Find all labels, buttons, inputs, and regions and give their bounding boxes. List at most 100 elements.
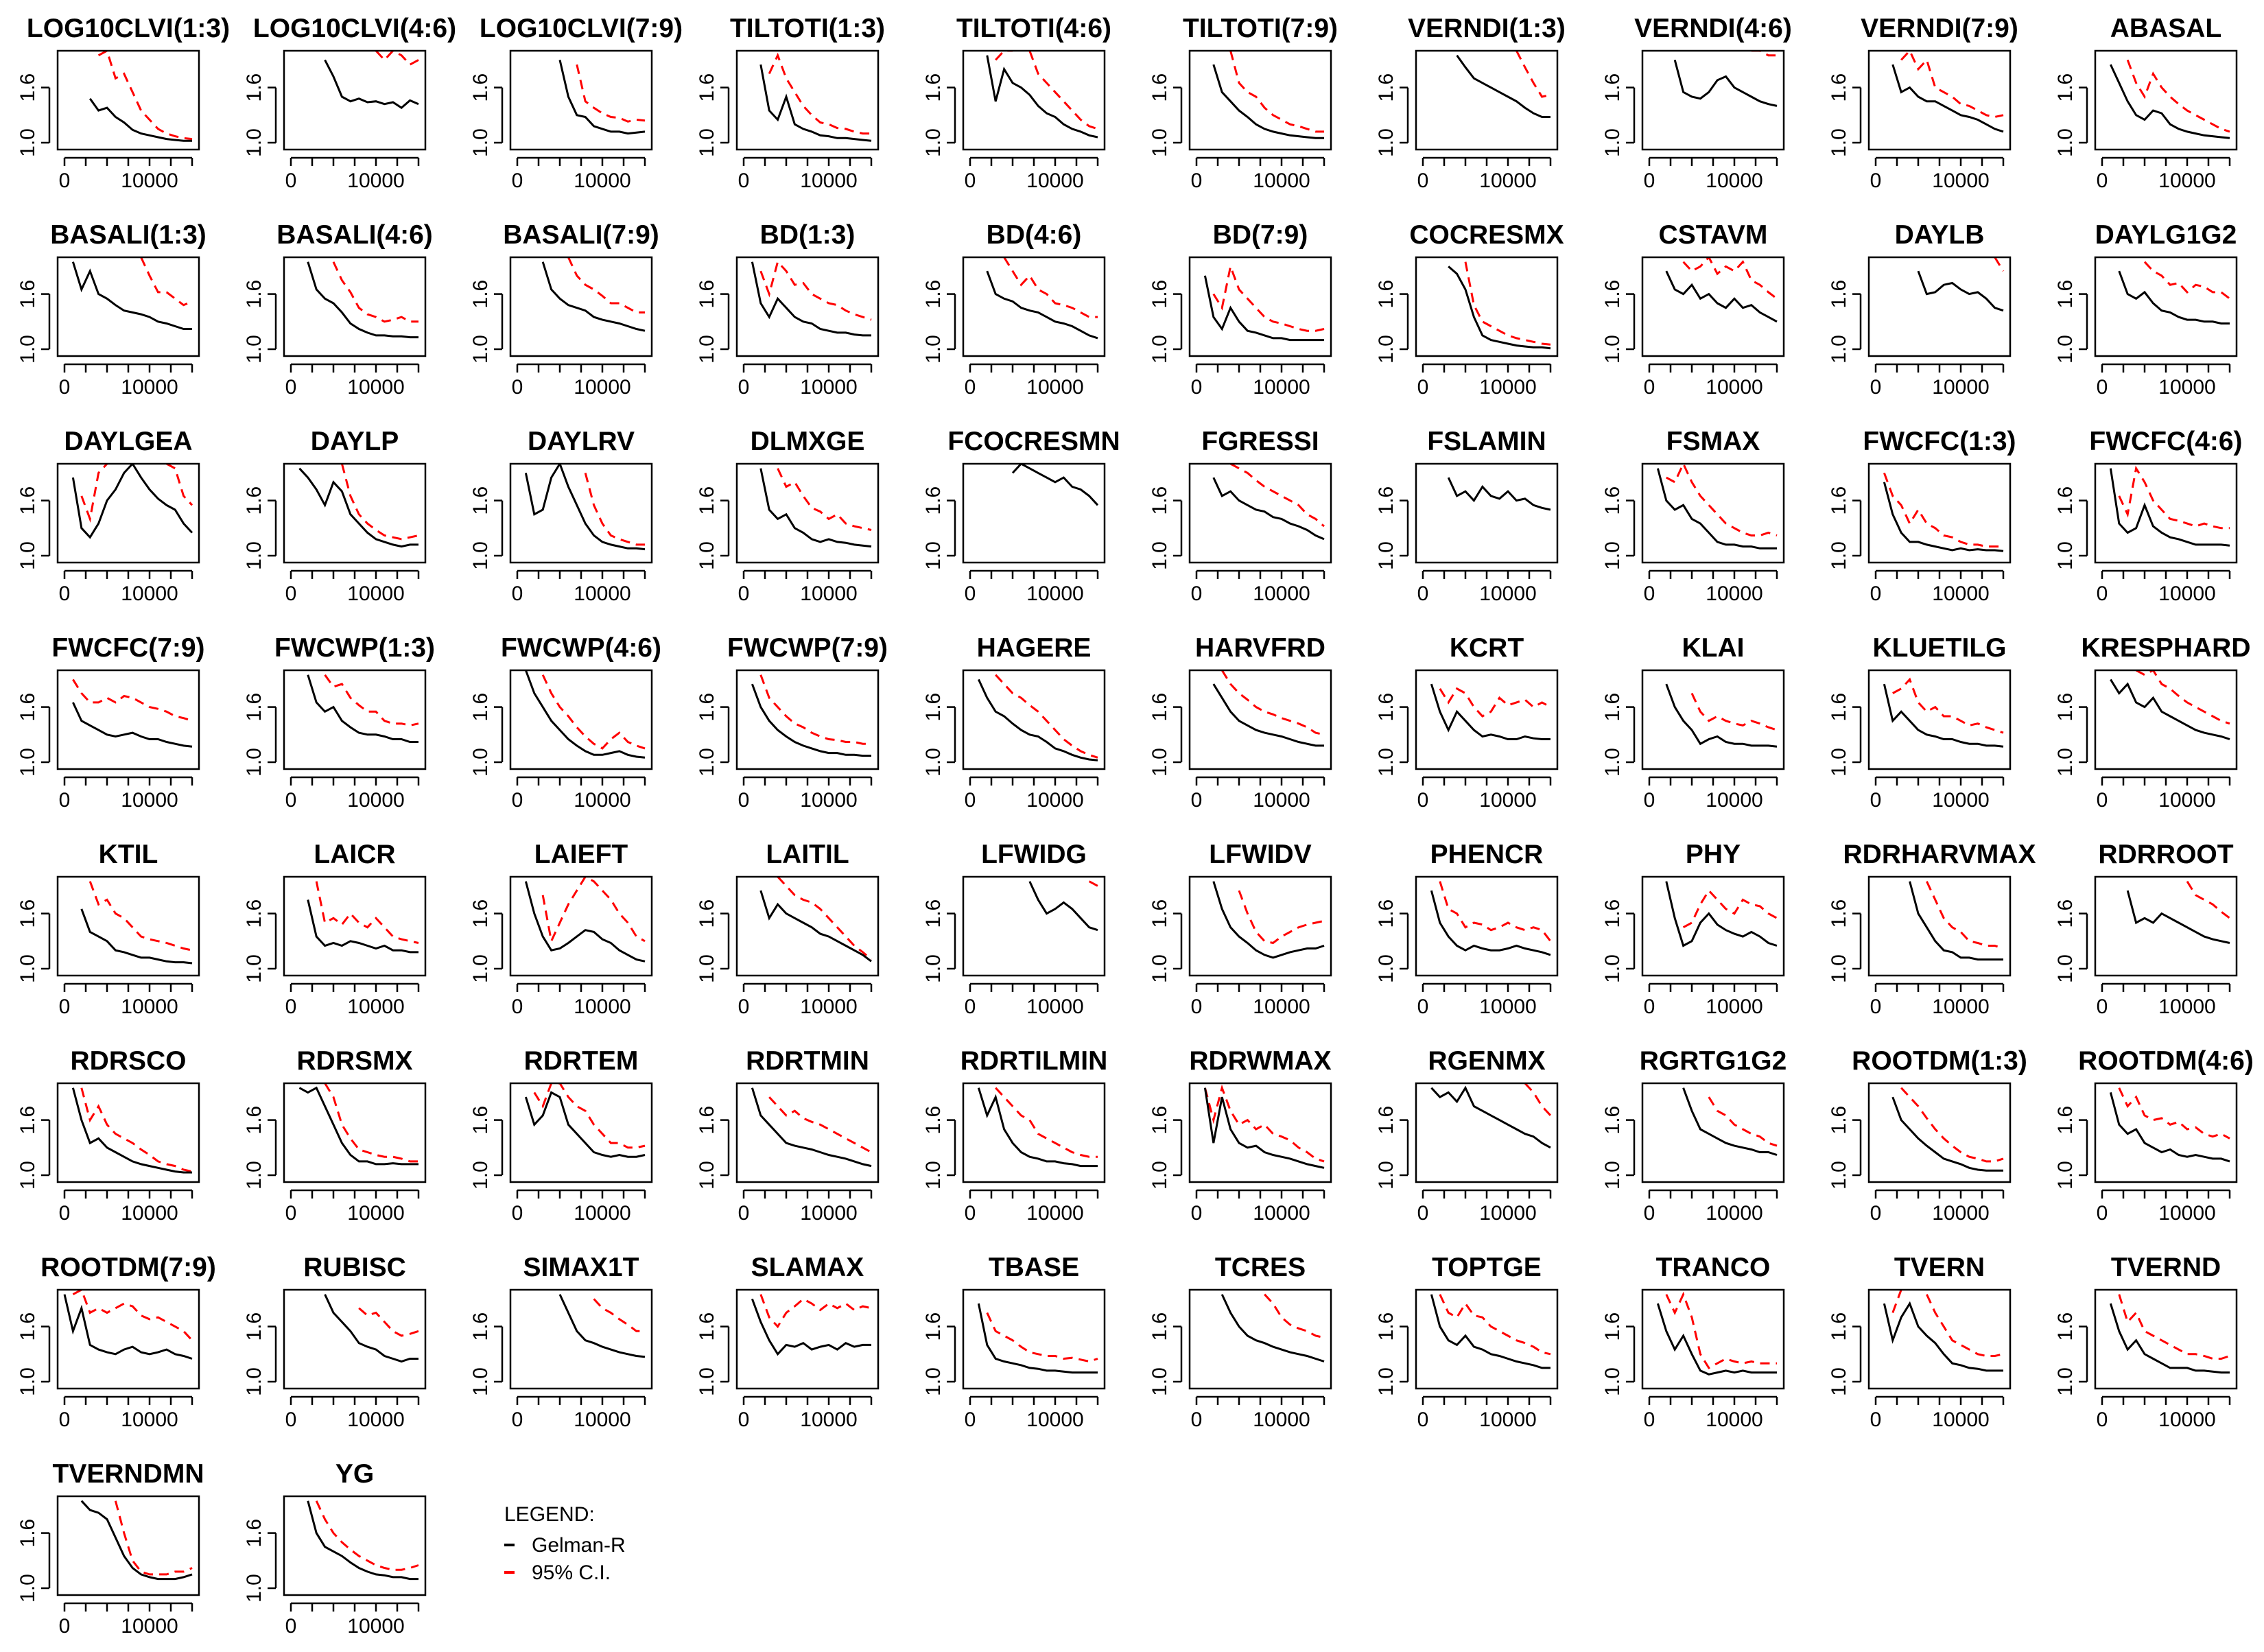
ci-line (315, 881, 419, 944)
plot-frame (509, 49, 653, 151)
plot-frame (962, 669, 1106, 770)
y-tick-label: 1.6 (469, 1312, 492, 1341)
y-tick-label: 1.6 (1375, 693, 1398, 722)
y-tick-label: 1.6 (2054, 1106, 2077, 1135)
y-tick-label: 1.0 (243, 1574, 266, 1603)
x-tick-label: 10000 (347, 995, 404, 1018)
gelman-r-line (751, 261, 871, 337)
panel-plot: RDRTILMIN 0 10000 1.0 1.6 (922, 1046, 1107, 1225)
x-tick-label: 0 (1870, 1408, 1882, 1431)
y-tick-label: 1.0 (696, 748, 718, 777)
plot-frame (283, 875, 427, 977)
x-tick-label: 0 (59, 1202, 71, 1225)
panel-rootdm-7-9: ROOTDM(7:9) 0 10000 1.0 1.6 (0, 1239, 226, 1446)
x-tick-label: 10000 (1026, 376, 1083, 399)
x-tick-label: 10000 (1932, 1202, 1989, 1225)
y-tick-label: 1.0 (243, 541, 266, 570)
panel-verndi-4-6: VERNDI(4:6) 0 10000 1.0 1.6 (1585, 0, 1811, 206)
plot-frame (509, 462, 653, 564)
panel-plot: RDRTMIN 0 10000 1.0 1.6 (696, 1046, 880, 1225)
y-tick-label: 1.6 (1148, 693, 1171, 722)
panel-tvern: TVERN 0 10000 1.0 1.6 (1811, 1239, 2038, 1446)
plot-frame (1188, 49, 1332, 151)
panel-title: LOG10CLVI(4:6) (253, 14, 456, 43)
panel-plot: RDRSCO 0 10000 1.0 1.6 (16, 1046, 200, 1225)
panel-title: FWCWP(1:3) (274, 633, 435, 663)
plot-frame (509, 875, 653, 977)
plot-frame (1415, 875, 1559, 977)
panel-plot: RDRHARVMAX 0 10000 1.0 1.6 (1828, 840, 2036, 1018)
y-tick-label: 1.0 (2054, 335, 2077, 364)
panel-title: TILTOTI(1:3) (730, 14, 885, 43)
panel-plot: BD(1:3) 0 10000 1.0 1.6 (696, 220, 880, 399)
gelman-r-line (324, 1294, 418, 1363)
gelman-r-line (1883, 1301, 2003, 1372)
panel-fgressi: FGRESSI 0 10000 1.0 1.6 (1132, 413, 1358, 620)
panel-title: BD(7:9) (1213, 220, 1308, 250)
gelman-r-line (71, 261, 192, 330)
y-tick-label: 1.0 (16, 1574, 39, 1603)
gelman-r-line (1212, 477, 1325, 541)
panel-title: DAYLRV (528, 427, 635, 456)
y-tick-label: 1.0 (1148, 748, 1171, 777)
y-tick-label: 1.6 (2054, 693, 2077, 722)
ci-line (2118, 1294, 2230, 1360)
x-tick-label: 0 (1191, 376, 1203, 399)
x-tick-label: 0 (285, 582, 297, 605)
x-tick-label: 0 (1870, 582, 1882, 605)
y-tick-label: 1.6 (696, 693, 718, 722)
x-tick-label: 10000 (574, 169, 630, 192)
ci-line (576, 64, 646, 123)
x-tick-label: 0 (1417, 1408, 1429, 1431)
panel-title: DLMXGE (751, 427, 865, 456)
legend-entry: Gelman-R (532, 1534, 626, 1557)
ci-line (768, 1096, 872, 1153)
plot-frame (962, 1082, 1106, 1183)
gelman-r-line (751, 683, 871, 757)
ci-line (1439, 687, 1551, 718)
x-tick-label: 0 (1644, 995, 1655, 1018)
ci-line (541, 674, 646, 750)
y-tick-label: 1.0 (696, 1367, 718, 1396)
legend-title: LEGEND: (504, 1503, 595, 1526)
y-tick-label: 1.6 (922, 73, 945, 102)
panel-rgrtg1g2: RGRTG1G2 0 10000 1.0 1.6 (1585, 1032, 1811, 1239)
ci-line (114, 1500, 193, 1576)
panel-title: KCRT (1450, 633, 1524, 663)
panel-plot: BASALI(1:3) 0 10000 1.0 1.6 (16, 220, 207, 399)
panel-daylb: DAYLB 0 10000 1.0 1.6 (1811, 206, 2038, 413)
gelman-r-line (298, 1086, 418, 1166)
gelman-r-line (1447, 477, 1551, 511)
y-tick-label: 1.0 (16, 748, 39, 777)
y-tick-label: 1.6 (922, 899, 945, 928)
ci-line (1003, 257, 1098, 318)
y-tick-label: 1.6 (1828, 899, 1850, 928)
panel-title: RUBISC (303, 1253, 406, 1282)
x-tick-label: 10000 (2158, 376, 2215, 399)
y-tick-label: 1.6 (2054, 280, 2077, 309)
panel-tverndmn: TVERNDMN 0 10000 1.0 1.6 (0, 1446, 226, 1652)
plot-frame (2094, 49, 2238, 151)
panel-plot: RGRTG1G2 0 10000 1.0 1.6 (1601, 1046, 1787, 1225)
x-tick-label: 10000 (121, 1202, 178, 1225)
x-tick-label: 10000 (347, 376, 404, 399)
x-tick-label: 10000 (121, 169, 178, 192)
panel-slamax: SLAMAX 0 10000 1.0 1.6 (679, 1239, 906, 1446)
x-tick-label: 0 (965, 789, 976, 812)
y-tick-label: 1.6 (1601, 486, 1624, 515)
panel-harvfrd: HARVFRD 0 10000 1.0 1.6 (1132, 620, 1358, 826)
x-tick-label: 10000 (1026, 169, 1083, 192)
y-tick-label: 1.0 (696, 541, 718, 570)
panel-plot: VERNDI(1:3) 0 10000 1.0 1.6 (1375, 14, 1566, 192)
panel-plot: ROOTDM(1:3) 0 10000 1.0 1.6 (1828, 1046, 2027, 1225)
panel-plot: BD(4:6) 0 10000 1.0 1.6 (922, 220, 1106, 399)
gelman-r-line (1430, 683, 1550, 740)
x-tick-label: 10000 (347, 1615, 404, 1638)
gelman-r-line (324, 59, 419, 109)
x-tick-label: 10000 (1253, 376, 1310, 399)
x-tick-label: 0 (2097, 1202, 2108, 1225)
panel-plot: LAITIL 0 10000 1.0 1.6 (696, 840, 880, 1018)
panel-phy: PHY 0 10000 1.0 1.6 (1585, 826, 1811, 1032)
y-tick-label: 1.6 (1601, 280, 1624, 309)
y-tick-label: 1.0 (2054, 128, 2077, 157)
